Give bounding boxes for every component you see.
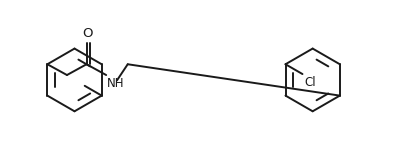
Text: NH: NH bbox=[107, 77, 125, 90]
Text: Cl: Cl bbox=[305, 76, 316, 89]
Text: O: O bbox=[82, 27, 93, 40]
